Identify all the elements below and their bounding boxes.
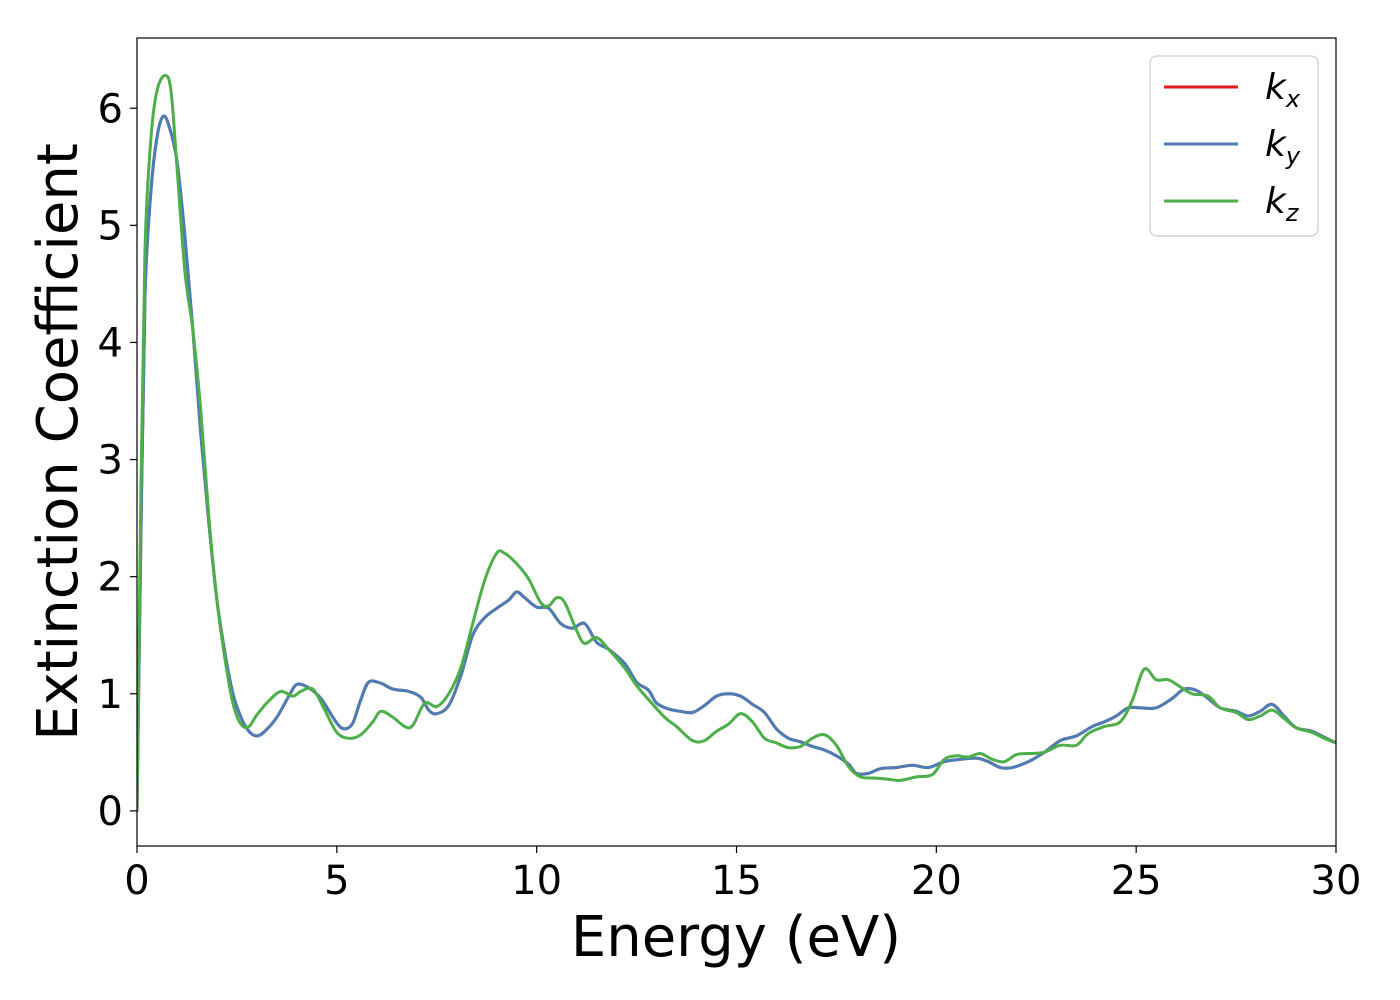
legend-label-z: kz bbox=[1265, 181, 1300, 227]
legend-box bbox=[1149, 55, 1319, 237]
y-tick-label: 5 bbox=[98, 203, 123, 249]
y-tick-label: 6 bbox=[98, 86, 123, 132]
y-tick-label: 0 bbox=[98, 789, 123, 835]
y-tick-label: 4 bbox=[98, 320, 123, 366]
series-layer bbox=[137, 73, 1336, 813]
series-line-z bbox=[137, 73, 1336, 813]
x-axis: 0 5 10 15 20 25 30 bbox=[124, 846, 1361, 904]
y-tick-label: 1 bbox=[98, 672, 123, 718]
x-tick-label: 0 bbox=[124, 858, 149, 904]
y-axis-label: Extinction Coefficient bbox=[26, 143, 91, 741]
x-tick-label: 5 bbox=[324, 858, 349, 904]
y-tick-label: 2 bbox=[98, 555, 123, 601]
x-tick-label: 15 bbox=[711, 858, 762, 904]
x-tick-label: 20 bbox=[911, 858, 962, 904]
x-axis-label: Energy (eV) bbox=[571, 905, 901, 970]
x-tick-label: 30 bbox=[1311, 858, 1362, 904]
x-tick-label: 10 bbox=[511, 858, 562, 904]
series-line-y bbox=[137, 114, 1336, 813]
y-tick-label: 3 bbox=[98, 438, 123, 484]
x-tick-label: 25 bbox=[1111, 858, 1162, 904]
y-axis: 0 1 2 3 4 5 6 bbox=[98, 86, 137, 835]
